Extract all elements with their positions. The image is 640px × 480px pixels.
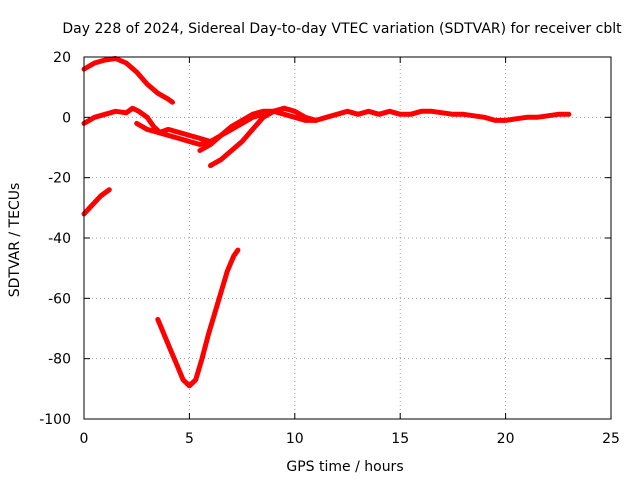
y-tick-label: 20: [53, 50, 71, 66]
y-tick-label: -80: [48, 352, 71, 368]
x-tick-labels: 0 5 10 15 20 25: [80, 431, 620, 447]
y-axis-label: SDTVAR / TECUs: [7, 183, 23, 298]
data-series: [81, 56, 572, 389]
x-tick-label: 0: [80, 431, 89, 447]
x-tick-label: 5: [185, 431, 194, 447]
x-axis-label: GPS time / hours: [286, 459, 403, 475]
series-line-arc-3: [81, 105, 572, 144]
x-tick-label: 20: [497, 431, 515, 447]
series-line-arc-5: [197, 105, 319, 153]
series-line-arc-1: [81, 56, 175, 105]
y-tick-label: 0: [62, 110, 71, 126]
x-tick-label: 25: [602, 431, 620, 447]
series-line-arc-7: [155, 247, 241, 389]
chart-title: Day 228 of 2024, Sidereal Day-to-day VTE…: [62, 21, 622, 37]
x-tick-label: 10: [286, 431, 304, 447]
series-line-arc-4: [134, 120, 213, 147]
axis-ticks: [83, 56, 612, 420]
y-tick-label: -20: [48, 171, 71, 187]
x-tick-label: 15: [391, 431, 409, 447]
series-line-arc-2: [81, 187, 112, 217]
y-tick-label: -60: [48, 291, 71, 307]
y-tick-labels: -100 -80 -60 -40 -20 0 20: [39, 50, 71, 428]
y-tick-label: -100: [39, 412, 71, 428]
series-line-arc-6: [208, 105, 287, 169]
y-tick-label: -40: [48, 231, 71, 247]
